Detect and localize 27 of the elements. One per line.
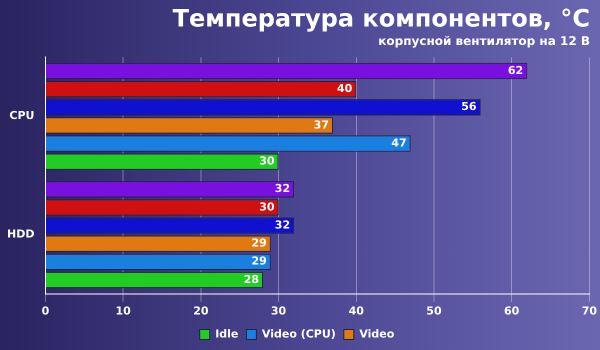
data-label: 28	[244, 272, 260, 286]
x-tick-label: 60	[504, 304, 520, 318]
y-tick-label: CPU	[9, 109, 34, 122]
x-tick-label: 30	[270, 304, 287, 318]
data-label: 40	[336, 82, 353, 95]
data-label: 30	[259, 154, 275, 168]
legend-label: Idle	[215, 327, 238, 340]
x-tick-label: 40	[348, 304, 364, 318]
x-tick-label: 20	[193, 304, 209, 318]
x-tick-label: 10	[116, 304, 132, 318]
y-tick-label: HDD	[7, 228, 34, 241]
x-tick-label: 0	[42, 304, 50, 318]
data-label: 32	[274, 218, 290, 232]
data-label: 37	[314, 118, 329, 132]
data-label: 32	[274, 182, 290, 196]
x-tick-label: 50	[426, 304, 442, 318]
data-label: 56	[461, 100, 477, 114]
data-label: 47	[391, 136, 407, 150]
legend-label: Video	[359, 327, 395, 340]
data-label: 62	[508, 64, 524, 77]
x-tick-label: 70	[582, 304, 598, 318]
chart-subtitle: корпусной вентилятор на 12 В	[378, 34, 590, 48]
data-label: 29	[251, 236, 267, 250]
data-label: 29	[251, 254, 267, 268]
legend-label: Video (CPU)	[262, 327, 336, 340]
chart-title: Температура компонентов, °C	[172, 4, 590, 33]
data-label: 30	[259, 200, 275, 214]
